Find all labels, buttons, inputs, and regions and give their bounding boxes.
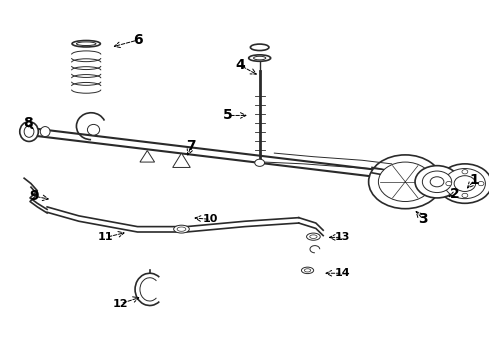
- Ellipse shape: [173, 225, 189, 233]
- Ellipse shape: [76, 42, 96, 45]
- Circle shape: [462, 170, 468, 174]
- Ellipse shape: [301, 267, 314, 274]
- Polygon shape: [140, 150, 155, 162]
- Ellipse shape: [20, 122, 38, 141]
- Circle shape: [422, 171, 452, 193]
- Ellipse shape: [72, 41, 100, 47]
- Text: 9: 9: [29, 189, 39, 203]
- Ellipse shape: [255, 159, 265, 166]
- Text: 11: 11: [98, 232, 114, 242]
- Text: 5: 5: [223, 108, 233, 122]
- Circle shape: [462, 193, 468, 198]
- Text: 14: 14: [335, 268, 350, 278]
- Polygon shape: [172, 153, 190, 167]
- Polygon shape: [30, 128, 372, 176]
- Circle shape: [478, 181, 484, 186]
- Text: 7: 7: [186, 139, 196, 153]
- Text: 2: 2: [450, 187, 460, 201]
- Text: 4: 4: [235, 58, 245, 72]
- Circle shape: [438, 164, 490, 203]
- Text: 6: 6: [133, 33, 142, 47]
- Ellipse shape: [310, 235, 317, 238]
- Circle shape: [430, 177, 444, 187]
- Text: 12: 12: [113, 299, 128, 309]
- Ellipse shape: [24, 126, 34, 137]
- Circle shape: [368, 155, 442, 209]
- Circle shape: [446, 181, 452, 186]
- Ellipse shape: [40, 127, 50, 136]
- Ellipse shape: [248, 55, 270, 61]
- Ellipse shape: [250, 44, 269, 50]
- Ellipse shape: [177, 227, 186, 231]
- Circle shape: [415, 166, 459, 198]
- Text: 10: 10: [203, 215, 219, 224]
- Text: 1: 1: [470, 173, 480, 187]
- Text: 3: 3: [418, 212, 428, 226]
- Text: 13: 13: [335, 232, 350, 242]
- Circle shape: [378, 162, 432, 202]
- Circle shape: [444, 168, 486, 199]
- Text: 8: 8: [23, 116, 32, 130]
- Ellipse shape: [87, 125, 99, 135]
- Circle shape: [454, 176, 476, 192]
- Ellipse shape: [304, 269, 311, 272]
- Ellipse shape: [307, 233, 320, 240]
- Ellipse shape: [253, 56, 266, 60]
